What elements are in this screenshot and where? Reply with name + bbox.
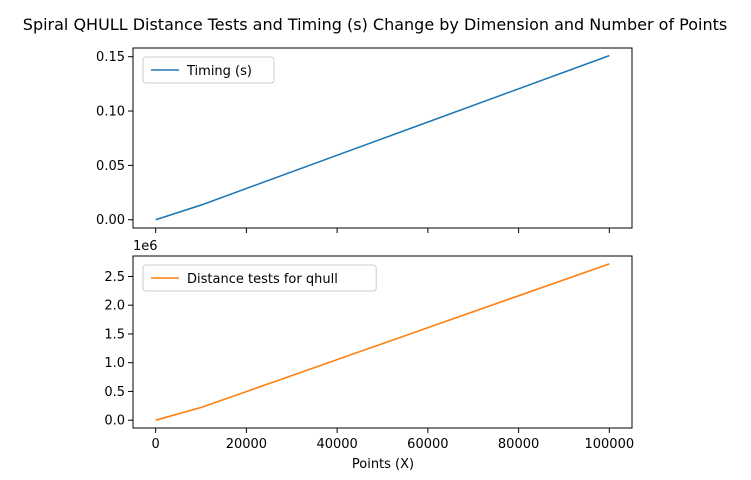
y-offset-label: 1e6	[133, 239, 158, 254]
legend-label: Timing (s)	[186, 64, 252, 79]
x-tick-label: 60000	[407, 437, 448, 452]
legend-box	[142, 264, 377, 292]
y-tick-label: 2.5	[104, 270, 125, 285]
legend-label: Distance tests for qhull	[187, 272, 338, 287]
axes-frame	[132, 47, 633, 229]
y-tick-label: 0.00	[96, 213, 125, 228]
legend-box	[142, 56, 275, 84]
axes-frame	[132, 255, 633, 429]
y-tick-label: 2.0	[104, 299, 125, 314]
y-tick-label: 0.0	[104, 414, 125, 429]
x-tick-label: 100000	[584, 437, 634, 452]
x-tick-label: 80000	[498, 437, 539, 452]
series-line	[155, 263, 610, 421]
y-tick-label: 1.0	[104, 356, 125, 371]
y-tick-label: 0.15	[96, 50, 125, 65]
x-tick-label: 40000	[316, 437, 357, 452]
y-tick-label: 1.5	[104, 327, 125, 342]
y-tick-label: 0.10	[96, 105, 125, 120]
y-tick-label: 0.5	[104, 385, 125, 400]
x-axis-label: Points (X)	[352, 457, 414, 472]
x-tick-label: 20000	[226, 437, 267, 452]
chart-title: Spiral QHULL Distance Tests and Timing (…	[23, 15, 727, 34]
subplot-2: 0.0 0.5 1.0 1.5 2.0 2.5 0 20000 40000 60000 80000 1…	[104, 239, 634, 452]
series-line	[155, 54, 610, 221]
plots-area: 0.00 0.05 0.10 0.15 Timing (s) 0.0 0.5 1.0 1.5 2.…	[96, 47, 634, 452]
subplot-1: 0.00 0.05 0.10 0.15 Timing (s)	[96, 47, 633, 233]
x-tick-label: 0	[152, 437, 160, 452]
y-tick-label: 0.05	[96, 159, 125, 174]
